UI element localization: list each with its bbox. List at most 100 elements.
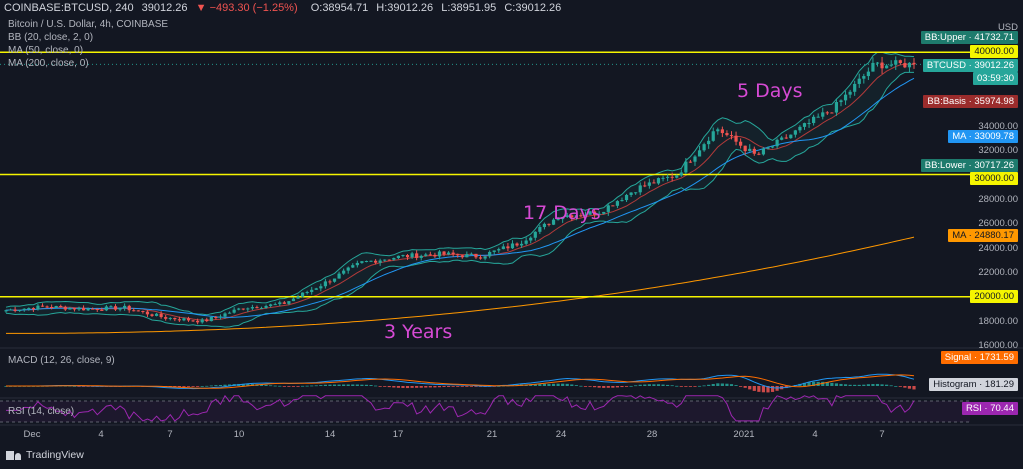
candle-body — [419, 255, 423, 258]
macd-histogram-bar — [337, 384, 341, 386]
candle-body — [141, 310, 145, 312]
macd-histogram-bar — [319, 385, 323, 386]
macd-histogram-bar — [328, 384, 332, 386]
candle-body — [729, 135, 734, 137]
candle-body — [373, 260, 378, 263]
candle-body — [579, 215, 583, 217]
candle-body — [54, 306, 58, 308]
ma200-tag: MA · 24880.17 — [948, 229, 1018, 242]
macd-histogram-bar — [373, 385, 378, 387]
candle-body — [524, 240, 528, 244]
rsi-title[interactable]: RSI (14, close) — [8, 406, 75, 417]
candle-body — [259, 307, 264, 309]
candle-body — [40, 305, 45, 307]
macd-histogram-bar — [419, 386, 423, 388]
macd-histogram-bar — [442, 386, 446, 387]
macd-histogram-bar — [465, 386, 469, 387]
candle-body — [296, 296, 300, 299]
candle-body — [59, 306, 63, 308]
macd-histogram-bar — [843, 384, 848, 386]
macd-histogram-bar — [205, 385, 209, 387]
candle-body — [332, 278, 337, 282]
bb-upper-tag: BB:Upper · 41732.71 — [920, 31, 1018, 44]
open-value: O:38954.71 — [310, 2, 369, 14]
macd-histogram-bar — [364, 384, 369, 386]
macd-histogram-bar — [716, 383, 720, 386]
candle-body — [551, 219, 556, 225]
macd-histogram-bar — [670, 385, 674, 387]
macd-histogram-bar — [310, 385, 314, 387]
candle-body — [77, 307, 81, 310]
candle-body — [287, 301, 291, 304]
candle-body — [168, 317, 172, 319]
bb-lower-line — [5, 71, 914, 328]
candle-body — [45, 306, 49, 308]
macd-histogram-bar — [186, 386, 191, 387]
macd-histogram-bar — [611, 386, 615, 388]
candle-body — [132, 310, 136, 312]
currency-label: USD — [997, 22, 1018, 33]
macd-histogram-bar — [807, 382, 811, 386]
candle-body — [634, 192, 638, 194]
price-tick: 26000.00 — [978, 218, 1018, 229]
candle-body — [246, 308, 250, 310]
candle-body — [519, 243, 524, 246]
candle-body — [830, 112, 834, 114]
candle-body — [355, 262, 359, 266]
candle-body — [707, 140, 711, 145]
macd-histogram-bar — [218, 384, 223, 386]
candle-body — [50, 307, 54, 309]
bb-basis-tag: BB:Basis · 35974.98 — [923, 95, 1018, 108]
legend-ma200[interactable]: MA (200, close, 0) — [8, 58, 89, 69]
candle-body — [291, 298, 296, 302]
symbol-name[interactable]: COINBASE:BTCUSD, 240 — [4, 2, 134, 14]
macd-histogram-bar — [415, 386, 419, 388]
macd-histogram-bar — [323, 384, 327, 386]
macd-histogram-bar — [538, 384, 542, 386]
candle-body — [123, 305, 127, 309]
macd-histogram-bar — [729, 384, 734, 386]
candle-body — [433, 254, 437, 257]
candle-body — [688, 161, 693, 163]
price-tick: 22000.00 — [978, 267, 1018, 278]
macd-histogram-bar — [839, 383, 843, 386]
macd-line — [6, 373, 915, 390]
macd-histogram-bar — [551, 383, 556, 386]
countdown-tag: 03:59:30 — [973, 72, 1018, 85]
macd-histogram-bar — [246, 383, 250, 386]
candle-body — [656, 178, 661, 184]
macd-histogram-bar — [880, 384, 884, 386]
candle-body — [752, 148, 756, 154]
macd-histogram-bar — [474, 386, 478, 387]
candle-body — [547, 223, 551, 225]
time-tick: 24 — [555, 429, 567, 440]
candle-body — [173, 317, 177, 320]
candle-body — [364, 261, 369, 263]
macd-title[interactable]: MACD (12, 26, close, 9) — [8, 355, 115, 366]
candle-body — [159, 313, 163, 318]
candle-body — [588, 211, 592, 215]
candle-body — [460, 255, 464, 258]
legend-ma50[interactable]: MA (50, close, 0) — [8, 45, 84, 56]
candle-body — [13, 309, 17, 311]
candle-body — [675, 175, 679, 178]
macd-histogram-bar — [273, 385, 277, 387]
candle-body — [36, 305, 40, 310]
macd-histogram-bar — [278, 385, 282, 387]
tradingview-brand[interactable]: TradingView — [6, 449, 84, 461]
candle-body — [145, 311, 150, 315]
candle-body — [857, 78, 861, 84]
candle-body — [31, 308, 35, 310]
chart-title: Bitcoin / U.S. Dollar, 4h, COINBASE — [8, 19, 169, 30]
macd-histogram-bar — [766, 386, 770, 393]
legend-bb[interactable]: BB (20, close, 2, 0) — [8, 32, 94, 43]
candle-body — [191, 320, 195, 322]
candle-body — [843, 94, 848, 101]
macd-histogram-bar — [720, 383, 724, 386]
macd-histogram-bar — [437, 386, 442, 388]
candle-body — [529, 237, 533, 241]
candle-body — [264, 305, 268, 308]
candle-body — [912, 62, 916, 65]
macd-histogram-bar — [433, 386, 437, 388]
